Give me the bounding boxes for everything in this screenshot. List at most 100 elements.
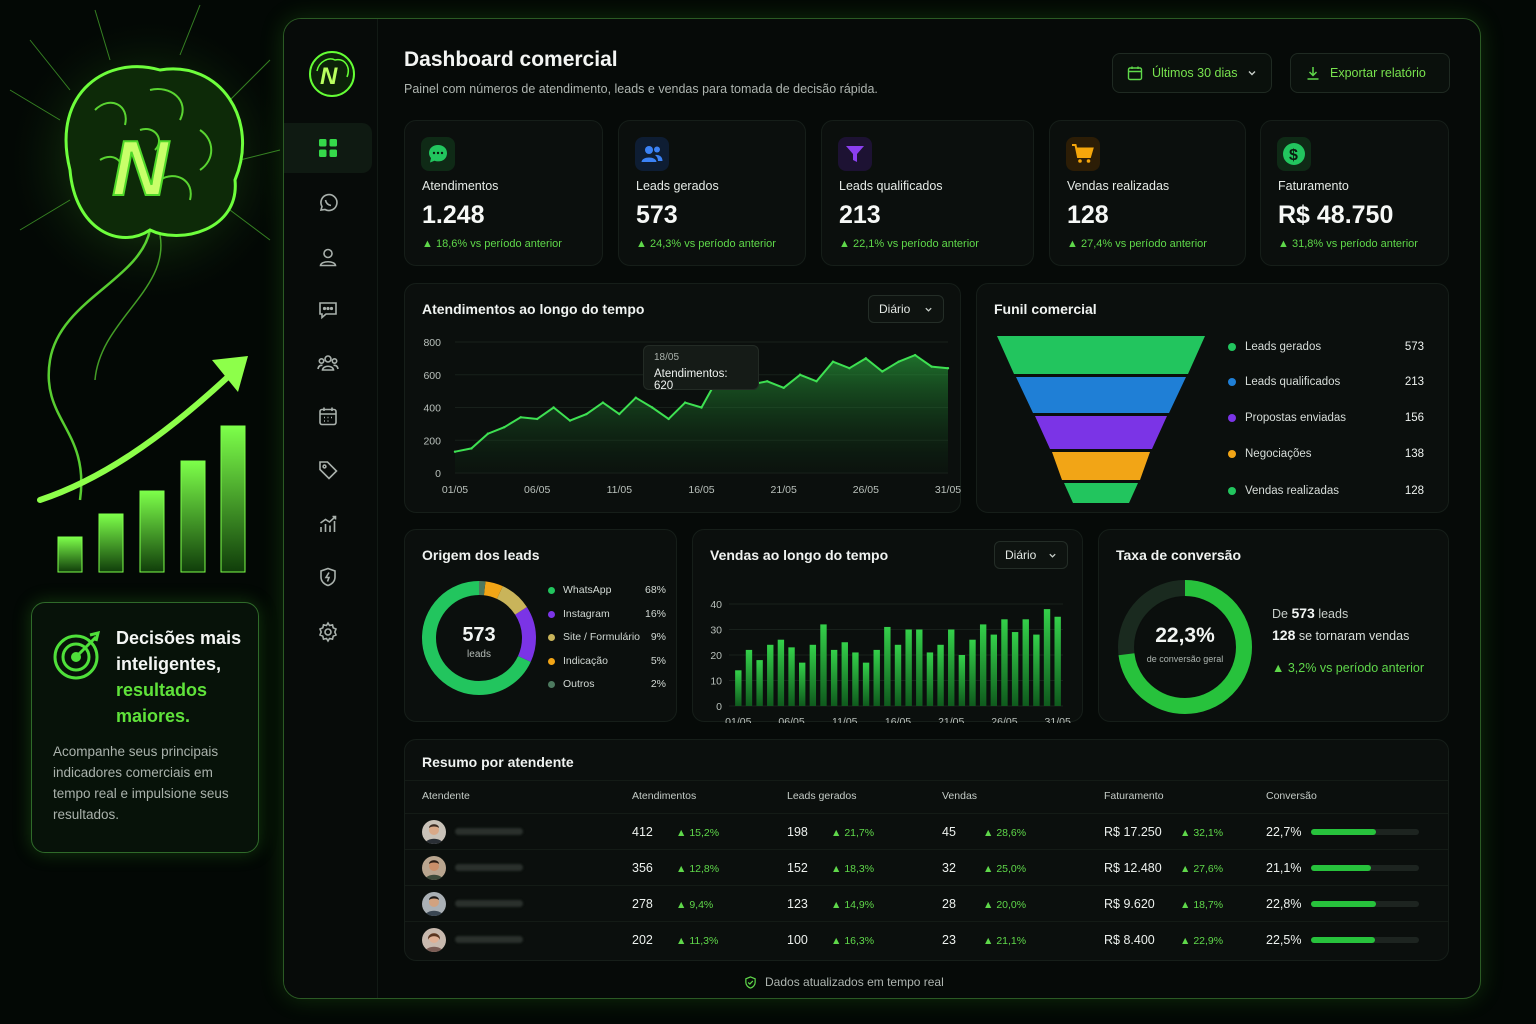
legend-dot: [1228, 450, 1236, 458]
conversion-prefix: De: [1272, 607, 1288, 621]
conversion-value-label: de conversão geral: [1146, 654, 1224, 664]
kpi-card-atendimentos: Atendimentos 1.248 ▲ 18,6% vs período an…: [404, 120, 603, 266]
cell-delta: ▲ 28,6%: [983, 827, 1027, 839]
promo-headline: Decisões mais inteligentes, resultados m…: [116, 625, 246, 729]
legend-value: 2%: [650, 678, 666, 690]
nav-tags[interactable]: [284, 445, 372, 495]
cell-atendimentos: 412: [632, 825, 653, 839]
bar: [862, 662, 870, 706]
kpi-card-leads-gerados: Leads gerados 573 ▲ 24,3% vs período ant…: [618, 120, 806, 266]
cell-delta: ▲ 21,7%: [831, 827, 875, 839]
nav-security[interactable]: [284, 552, 372, 602]
kpi-label: Leads gerados: [636, 179, 719, 193]
data-point: [470, 447, 473, 450]
conversion-card: Taxa de conversão 22,3% de conversão ger…: [1098, 529, 1449, 722]
delta-text: 16,3%: [844, 935, 875, 947]
nav-team[interactable]: [284, 338, 372, 388]
cell-vendas: 23: [942, 933, 956, 947]
analytics-icon: [320, 515, 337, 532]
nav-whatsapp[interactable]: [284, 178, 372, 228]
data-point: [683, 401, 687, 404]
donut-center-value: 573: [462, 624, 496, 646]
cell-delta: ▲ 22,9%: [1180, 935, 1224, 947]
conversion-sales-suffix: se tornaram vendas: [1298, 629, 1410, 643]
legend-label: Indicação: [563, 655, 608, 667]
nav-reports[interactable]: [284, 499, 372, 549]
ring-progress: [1118, 580, 1252, 714]
legend-label: WhatsApp: [563, 584, 612, 596]
bar: [873, 649, 880, 706]
chart-tooltip: 18/05 Atendimentos: 620: [643, 345, 759, 392]
promo-description: Acompanhe seus principais indicadores co…: [53, 744, 229, 822]
y-tick-label: 20: [710, 650, 722, 662]
bar: [1054, 616, 1061, 706]
promo-headline-highlight: resultados maiores.: [116, 680, 208, 726]
period-selector[interactable]: Últimos 30 dias: [1112, 53, 1272, 93]
kpi-delta-text: 24,3% vs período anterior: [649, 238, 776, 250]
legend-label: Instagram: [563, 608, 610, 620]
user-icon: [319, 248, 337, 267]
nav-calendar[interactable]: [284, 391, 372, 441]
footer-status: Dados atualizados em tempo real: [744, 975, 944, 989]
funnel-legend-item: Vendas realizadas 128: [1228, 481, 1424, 501]
legend-value: 573: [1404, 341, 1424, 353]
data-point: [486, 432, 490, 435]
x-tick-label: 31/05: [1045, 716, 1071, 723]
conversion-bar: [1311, 937, 1419, 943]
conversion-delta-text: 3,2% vs período anterior: [1287, 661, 1425, 675]
table-row[interactable]: 412 ▲ 15,2% 198 ▲ 21,7% 45 ▲ 28,6% R$ 17…: [405, 813, 1448, 849]
cell-delta: ▲ 18,7%: [1180, 899, 1224, 911]
conversion-sales-line: 128 se tornaram vendas: [1272, 627, 1409, 643]
nav-contacts[interactable]: [284, 232, 372, 282]
conversion-bar-fill: [1311, 937, 1375, 943]
nav-dashboard[interactable]: [284, 123, 372, 173]
lead-origin-card: Origem dos leads 573 leads WhatsApp 68% I…: [404, 529, 677, 722]
atendimentos-chart-title: Atendimentos ao longo do tempo: [422, 301, 645, 317]
kpi-delta-text: 22,1% vs período anterior: [852, 238, 979, 250]
bar: [841, 642, 848, 706]
conversion-bar: [1311, 901, 1419, 907]
brand-logo[interactable]: N: [305, 47, 359, 101]
nav-settings[interactable]: [284, 607, 372, 657]
legend-dot: [1228, 378, 1236, 386]
cell-conversao: 22,7%: [1266, 825, 1302, 839]
chevron-down-icon: [1049, 553, 1056, 558]
nav-messages[interactable]: [284, 285, 372, 335]
column-header: Vendas: [942, 790, 978, 802]
delta-text: 18,3%: [844, 863, 875, 875]
legend-label: Negociações: [1245, 448, 1312, 460]
svg-text:N: N: [112, 124, 170, 212]
cell-leads: 198: [787, 825, 808, 839]
x-tick-label: 01/05: [442, 484, 468, 496]
table-row[interactable]: 278 ▲ 9,4% 123 ▲ 14,9% 28 ▲ 20,0% R$ 9.6…: [405, 885, 1448, 921]
cell-faturamento: R$ 9.620: [1104, 897, 1155, 911]
table-row[interactable]: 356 ▲ 12,8% 152 ▲ 18,3% 32 ▲ 25,0% R$ 12…: [405, 849, 1448, 885]
y-tick-label: 600: [423, 370, 441, 382]
shield-check-icon: [745, 975, 756, 989]
y-tick-label: 800: [423, 337, 441, 349]
funnel-icon: [838, 137, 872, 171]
kpi-value: 213: [839, 201, 881, 229]
data-point: [453, 450, 457, 453]
cell-delta: ▲ 21,1%: [983, 935, 1027, 947]
legend-dot: [1228, 414, 1236, 422]
origin-legend-item: WhatsApp 68%: [548, 581, 666, 599]
sales-bar-chart: 0 10 20 30 40 01/05 06/05 11/05 16/05 21/05 26/05 3…: [710, 599, 1071, 723]
attendant-name-redacted: [455, 828, 523, 835]
cell-delta: ▲ 15,2%: [676, 827, 720, 839]
data-point: [634, 396, 637, 399]
bar: [958, 655, 966, 706]
export-report-button[interactable]: Exportar relatório: [1290, 53, 1450, 93]
delta-text: 25,0%: [996, 863, 1027, 875]
atendimentos-granularity-dropdown[interactable]: Diário: [868, 295, 944, 323]
kpi-value: 573: [636, 201, 678, 229]
attendant-name-redacted: [455, 936, 523, 943]
cell-vendas: 28: [942, 897, 956, 911]
sales-granularity-dropdown[interactable]: Diário: [994, 541, 1068, 569]
cell-leads: 123: [787, 897, 808, 911]
delta-text: 20,0%: [996, 899, 1027, 911]
calendar-icon: [1127, 66, 1143, 81]
bar: [894, 644, 902, 706]
table-row[interactable]: 202 ▲ 11,3% 100 ▲ 16,3% 23 ▲ 21,1% R$ 8.…: [405, 921, 1448, 957]
conversion-bar-fill: [1311, 829, 1376, 835]
